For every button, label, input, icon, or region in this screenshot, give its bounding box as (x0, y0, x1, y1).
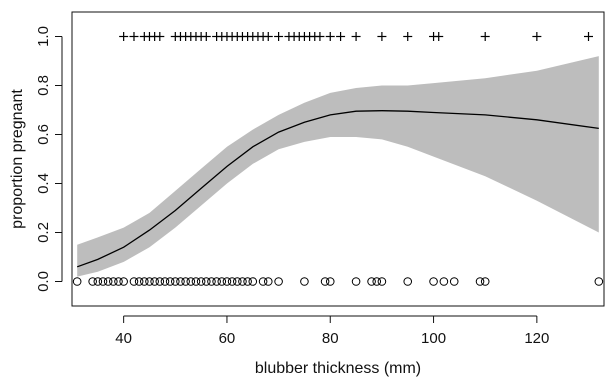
confidence-band (77, 56, 599, 277)
not-pregnant-observation-marker (72, 277, 82, 286)
not-pregnant-observation-marker (114, 277, 123, 286)
not-pregnant-observation-marker (227, 277, 237, 286)
not-pregnant-observation-marker (181, 277, 190, 286)
not-pregnant-observation-marker (129, 277, 139, 286)
x-tick-label: 120 (524, 330, 549, 347)
not-pregnant-observation-marker (176, 277, 185, 286)
pregnant-observation-marker (403, 32, 413, 41)
y-tick-label: 0.6 (35, 124, 52, 145)
not-pregnant-observation-marker (429, 277, 438, 286)
not-pregnant-observation-marker (119, 277, 128, 286)
x-axis-title: blubber thickness (mm) (255, 360, 421, 377)
not-pregnant-observation-marker (145, 277, 154, 286)
x-tick-label: 40 (115, 330, 132, 347)
not-pregnant-observation-marker (449, 277, 459, 286)
not-pregnant-observation-marker (320, 277, 330, 286)
not-pregnant-observation-marker (201, 277, 211, 286)
plot-frame (71, 11, 605, 307)
pregnant-observation-marker (119, 32, 129, 41)
y-tick-label: 1.0 (35, 26, 52, 47)
not-pregnant-observation-marker (103, 277, 113, 286)
not-pregnant-observation-marker (351, 277, 361, 286)
not-pregnant-observation-marker (140, 277, 149, 286)
not-pregnant-observation-marker (594, 277, 604, 286)
not-pregnant-observation-marker (150, 277, 159, 286)
not-pregnant-observation-marker (480, 277, 490, 286)
pregnant-observation-marker (263, 32, 273, 41)
observations-layer (72, 32, 604, 286)
not-pregnant-observation-marker (377, 277, 387, 286)
not-pregnant-observation-marker (165, 277, 175, 286)
not-pregnant-observation-marker (155, 277, 165, 286)
pregnant-observation-marker (434, 32, 444, 41)
not-pregnant-observation-marker (475, 277, 485, 286)
not-pregnant-observation-marker (109, 277, 118, 286)
y-tick-label: 0.2 (35, 222, 52, 243)
y-axis: 0.0 0.2 0.4 0.6 0.8 1.0 (35, 26, 63, 292)
not-pregnant-observation-marker (222, 277, 232, 286)
not-pregnant-observation-marker (134, 277, 144, 286)
x-tick-label: 100 (421, 330, 446, 347)
not-pregnant-observation-marker (403, 277, 413, 286)
pregnant-observation-marker (325, 32, 335, 41)
not-pregnant-observation-marker (93, 277, 103, 286)
not-pregnant-observation-marker (232, 277, 242, 286)
not-pregnant-observation-marker (186, 277, 196, 286)
fitted-curve (76, 110, 599, 268)
x-axis: 40 60 80 100 120 (115, 315, 549, 347)
not-pregnant-observation-marker (196, 277, 206, 286)
y-tick-label: 0.0 (35, 271, 52, 292)
y-tick-label: 0.8 (35, 75, 52, 96)
pregnant-observation-marker (129, 32, 139, 41)
not-pregnant-observation-marker (88, 277, 97, 286)
not-pregnant-observation-marker (160, 277, 170, 286)
pregnant-observation-marker (377, 32, 387, 41)
y-axis-title: proportion pregnant (9, 89, 26, 229)
y-tick-label: 0.4 (35, 173, 52, 194)
pregnant-observation-marker (532, 32, 542, 41)
not-pregnant-observation-marker (217, 277, 227, 286)
fitted-curve-layer (76, 110, 599, 268)
not-pregnant-observation-marker (300, 277, 309, 286)
not-pregnant-observation-marker (439, 277, 449, 286)
not-pregnant-observation-marker (212, 277, 221, 286)
not-pregnant-observation-marker (238, 277, 247, 286)
pregnant-observation-marker (351, 32, 361, 41)
x-tick-label: 80 (322, 330, 339, 347)
not-pregnant-observation-marker (243, 277, 252, 286)
pregnant-observation-marker (201, 32, 211, 41)
not-pregnant-observation-marker (171, 277, 180, 286)
not-pregnant-observation-marker (372, 277, 382, 286)
pregnant-observation-marker (480, 32, 490, 41)
pregnant-observation-marker (584, 32, 594, 41)
pregnant-observation-marker (274, 32, 284, 41)
not-pregnant-observation-marker (248, 277, 258, 286)
not-pregnant-observation-marker (367, 277, 376, 286)
not-pregnant-observation-marker (274, 277, 283, 286)
not-pregnant-observation-marker (258, 277, 268, 286)
not-pregnant-observation-marker (325, 277, 335, 286)
not-pregnant-observation-marker (191, 277, 201, 286)
not-pregnant-observation-marker (263, 277, 273, 286)
confidence-band-layer (77, 56, 599, 277)
x-tick-label: 60 (219, 330, 236, 347)
pregnant-observation-marker (315, 32, 325, 41)
pregnant-observation-marker (155, 32, 165, 41)
not-pregnant-observation-marker (98, 277, 108, 286)
pregnant-observation-marker (336, 32, 346, 41)
not-pregnant-observation-marker (207, 277, 216, 286)
